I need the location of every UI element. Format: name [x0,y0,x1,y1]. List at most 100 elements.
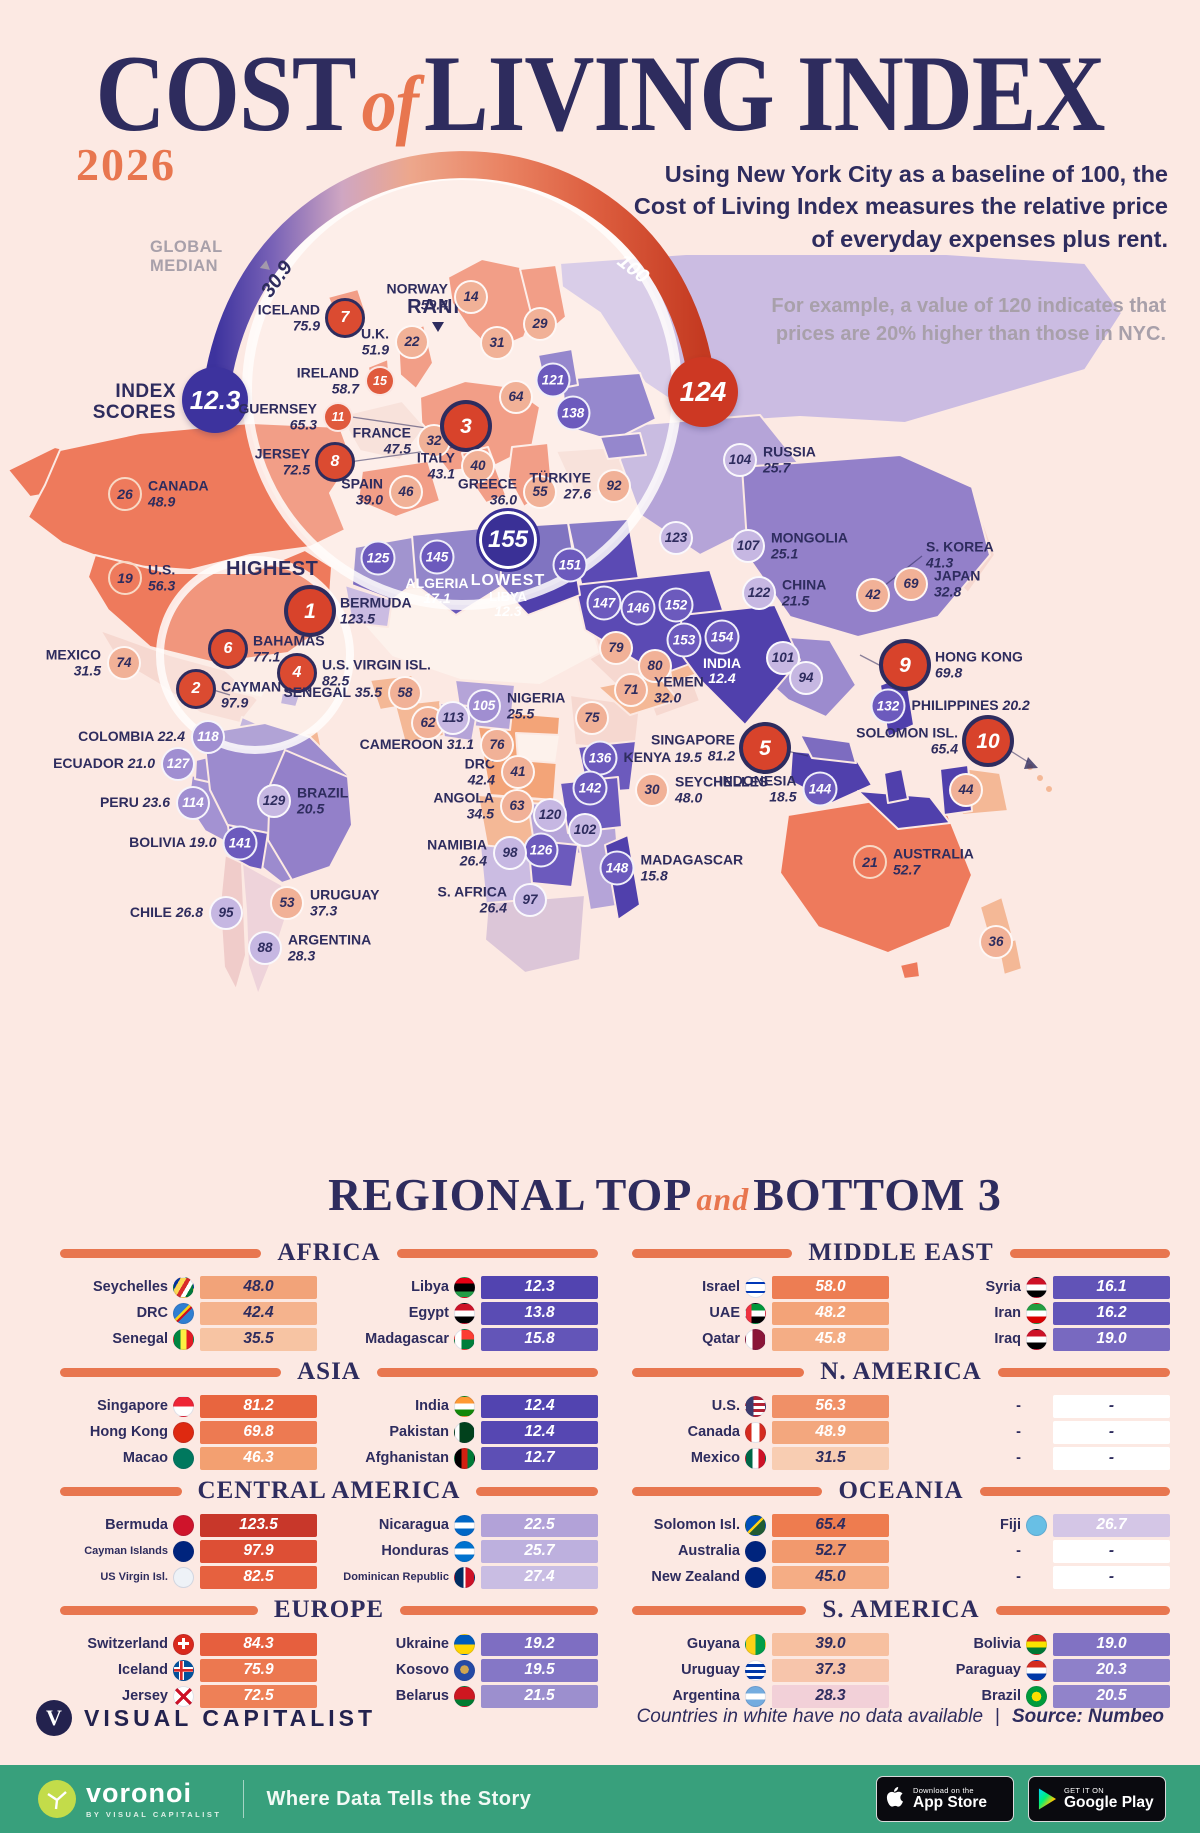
map-label-t-rkiye: TÜRKIYE 27.6 [529,469,591,501]
map-rank-36: 36 [979,925,1013,959]
map-rank-95-chile: 95 [209,896,243,930]
country-label: Afghanistan [365,1450,449,1466]
index-value-bar: 48.9 [772,1420,889,1444]
flag-icon-iran [1026,1302,1047,1324]
map-rank-104-russia: 104 [723,443,757,477]
index-value-bar: 37.3 [772,1658,889,1682]
map-label-iceland: ICELAND 75.9 [257,301,320,333]
flag-icon-syria [1026,1276,1047,1298]
map-rank-10-solomon-isl-: 10 [962,715,1014,767]
map-rank-15-ireland: 15 [365,366,395,396]
map-rank-107-mongolia: 107 [731,529,765,563]
global-median-label: GLOBAL MEDIAN [150,238,223,275]
map-rank-138: 138 [555,395,591,431]
map-rank-114-peru: 114 [176,786,210,820]
table-row-dominican-republic: Dominican Republic 27.4 [341,1565,598,1589]
map-label-uruguay: URUGUAY 37.3 [310,886,380,918]
table-row-kosovo: Kosovo 19.5 [341,1658,598,1682]
index-value-bar: - [1053,1420,1170,1444]
index-value-bar: 82.5 [200,1565,317,1589]
country-label: - [1016,1424,1021,1440]
map-rank-75: 75 [575,701,609,735]
map-rank-5-singapore: 5 [739,722,791,774]
map-rank-113: 113 [436,701,470,735]
table-row-solomon-isl-: Solomon Isl. 65.4 [632,1513,889,1537]
index-value-bar: 16.2 [1053,1301,1170,1325]
map-label-u-s-: U.S. 56.3 [148,561,176,593]
flag-icon-madagascar [454,1328,475,1350]
map-label-greece: GREECE 36.0 [457,475,517,507]
description: Using New York City as a baseline of 100… [633,161,1168,252]
country-label: U.S. [711,1398,740,1414]
map-rank-74-mexico: 74 [107,646,141,680]
map-label-libya: LOWEST LIBYA 12.3 [470,572,546,620]
flag-icon-seychelles [173,1276,194,1298]
table-row-empty: -- [913,1539,1170,1563]
footer-divider [243,1780,245,1818]
flag-icon-hong-kong [173,1421,194,1443]
map-label-u-k-: U.K. 51.9 [361,325,389,357]
index-value-bar: 25.7 [481,1539,598,1563]
top3-table: Switzerland 84.3 Iceland 75.9 Jersey 72.5 [60,1632,317,1708]
map-rank-120: 120 [533,798,567,832]
map-rank-80: 80 [638,649,672,683]
top3-table: Bermuda 123.5 Cayman Islands 97.9 US Virgin … [60,1513,317,1589]
flag-icon-guyana [745,1633,766,1655]
map-rank-98-namibia: 98 [493,836,527,870]
country-label: Pakistan [389,1424,449,1440]
map-label-cameroon: CAMEROON 31.1 [359,736,474,753]
table-row-drc: DRC 42.4 [60,1301,317,1325]
country-label: Senegal [112,1331,168,1347]
index-value-bar: 13.8 [481,1301,598,1325]
country-label: Argentina [672,1688,740,1704]
index-value-bar: 15.8 [481,1327,598,1351]
voronoi-logo[interactable]: voronoi BY VISUAL CAPITALIST [38,1779,221,1819]
table-row-iceland: Iceland 75.9 [60,1658,317,1682]
flag-icon-cayman-islands [173,1540,194,1562]
country-label: US Virgin Isl. [100,1571,168,1583]
country-label: Iceland [118,1662,168,1678]
country-label: Nicaragua [378,1517,449,1533]
map-rank-8-jersey: 8 [315,442,355,482]
map-rank-127-ecuador: 127 [161,747,195,781]
map-rank-88-argentina: 88 [248,931,282,965]
region-block-s-america: S. AMERICA Guyana 39.0 Uruguay 37.3 Argentina… [632,1596,1170,1708]
map-rank-29: 29 [523,307,557,341]
country-label: Solomon Isl. [653,1517,740,1533]
top3-table: Singapore 81.2 Hong Kong 69.8 Macao 46.3 [60,1394,317,1470]
index-value-bar: 22.5 [481,1513,598,1537]
index-value-bar: 19.0 [1053,1632,1170,1656]
header-bar-left [60,1367,282,1377]
flag-icon-afghanistan [454,1447,475,1469]
country-label: Hong Kong [89,1424,168,1440]
google-play-badge[interactable]: GET IT ON Google Play [1028,1776,1166,1822]
index-value-bar: 69.8 [200,1420,317,1444]
bottom3-table: Bolivia 19.0 Paraguay 20.3 Brazil 20.5 [913,1632,1170,1708]
map-rank-69-japan: 69 [894,567,928,601]
country-label: DRC [136,1305,168,1321]
country-label: Iran [994,1305,1021,1321]
map-rank-92-t-rkiye: 92 [597,469,631,503]
flag-icon-egypt [454,1302,475,1324]
map-label-italy: ITALY 43.1 [416,449,455,481]
bottom3-table: Ukraine 19.2 Kosovo 19.5 Belarus 21.5 [341,1632,598,1708]
index-value-bar: 27.4 [481,1565,598,1589]
map-label-angola: ANGOLA 34.5 [433,789,494,821]
index-value-bar: - [1053,1565,1170,1589]
bottom3-table: Syria 16.1 Iran 16.2 Iraq 19.0 [913,1275,1170,1351]
map-rank-121: 121 [535,362,571,398]
flag-icon-switzerland [173,1633,194,1655]
index-value-bar: - [1053,1446,1170,1470]
map-rank-26-canada: 26 [108,477,142,511]
country-label: Ukraine [395,1636,449,1652]
rank-pointer-icon [432,322,444,332]
map-rank-148-madagascar: 148 [599,850,635,886]
flag-icon-libya [454,1276,475,1298]
flag-icon-uae [745,1302,766,1324]
map-label-jersey: JERSEY 72.5 [254,445,310,477]
voronoi-icon [38,1780,76,1818]
app-store-badge[interactable]: Download on the App Store [876,1776,1014,1822]
table-row-empty: -- [913,1446,1170,1470]
visual-capitalist-logo[interactable]: V VISUAL CAPITALIST [36,1700,376,1736]
map-rank-125: 125 [360,540,396,576]
